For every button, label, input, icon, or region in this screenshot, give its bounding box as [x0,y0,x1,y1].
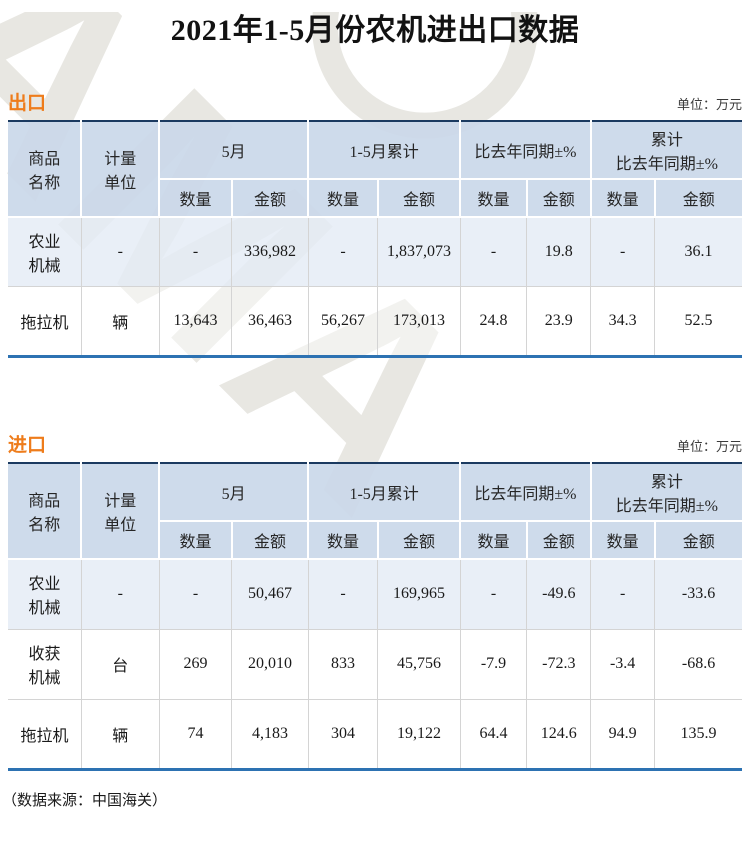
cell-cum-qty: - [308,559,379,629]
cell-yoy-qty: - [460,216,528,287]
cell-may-amt: 36,463 [231,286,309,357]
row-name: 拖拉机 [8,286,82,357]
header-measure-unit: 计量 单位 [80,463,161,560]
header-measure-unit: 计量 单位 [80,120,161,218]
header-qty: 数量 [307,520,379,560]
header-yoy-group: 比去年同期±% [459,463,592,522]
page: 2021年1-5月份农机进出口数据 出口 单位：万元 商品 名称 计量 单位 5… [0,12,750,810]
row-name: 收获 机械 [8,628,82,699]
cell-cumyoy-amt: -68.6 [654,628,742,699]
header-may-group: 5月 [158,120,310,180]
cell-cum-amt: 173,013 [377,286,461,357]
cell-cum-qty: 304 [308,698,379,769]
header-commodity-name: 商品 名称 [8,120,83,218]
cell-cum-amt: 45,756 [377,628,461,699]
header-cumulative-yoy-group: 累计 比去年同期±% [589,463,742,522]
header-may-group: 5月 [158,463,310,522]
cell-cumyoy-qty: - [590,216,656,287]
cell-cum-amt: 19,122 [377,698,461,769]
cell-may-qty: - [159,559,233,629]
header-cumulative-group: 1-5月累计 [307,120,462,180]
cell-cum-amt: 1,837,073 [377,216,461,287]
import-section-head: 进口 单位：万元 [8,430,742,457]
export-unit-label: 单位：万元 [676,96,742,112]
header-amt: 金额 [230,177,310,218]
cell-unit: 台 [81,628,160,699]
table-row: 拖拉机 辆 13,643 36,463 56,267 173,013 24.8 … [8,286,742,357]
header-qty: 数量 [307,177,379,218]
cell-yoy-amt: -72.3 [526,628,592,699]
cell-may-qty: - [159,216,233,287]
cell-may-qty: 13,643 [159,286,233,357]
cell-may-qty: 269 [159,628,233,699]
export-section-label: 出口 [8,92,47,114]
cell-may-amt: 20,010 [231,628,309,699]
cell-yoy-amt: 124.6 [526,698,592,769]
cell-may-qty: 74 [159,698,233,769]
data-source-note: （数据来源：中国海关） [2,792,168,809]
cell-yoy-qty: 24.8 [460,286,528,357]
cell-cumyoy-qty: 94.9 [590,698,656,769]
cell-yoy-amt: -49.6 [526,559,592,629]
cell-yoy-amt: 19.8 [526,216,592,287]
row-name: 农业 机械 [8,559,82,629]
import-unit-label: 单位：万元 [676,439,742,454]
header-amt: 金额 [230,520,310,560]
cell-cumyoy-amt: 135.9 [654,698,742,769]
header-qty: 数量 [459,520,528,560]
cell-cumyoy-qty: 34.3 [590,286,656,357]
cell-may-amt: 4,183 [231,698,309,769]
export-table: 商品 名称 计量 单位 5月 1-5月累计 比去年同期±% 累计 比去年同期±%… [8,119,742,358]
cell-yoy-qty: 64.4 [460,698,528,769]
cell-yoy-amt: 23.9 [526,286,592,357]
header-amt: 金额 [653,520,742,560]
import-section-label: 进口 [8,435,47,456]
cell-unit: 辆 [81,698,160,769]
header-qty: 数量 [589,520,656,560]
cell-unit: - [81,216,160,287]
header-cumulative-group: 1-5月累计 [307,463,462,522]
header-qty: 数量 [459,177,528,218]
header-commodity-name: 商品 名称 [8,463,83,560]
import-section: 进口 单位：万元 商品 名称 计量 单位 5月 1-5月累计 比去年同期±% 累… [8,430,742,771]
row-name: 拖拉机 [8,698,82,769]
header-amt: 金额 [525,177,592,218]
row-name: 农业 机械 [8,216,82,287]
cell-unit: - [81,559,160,629]
cell-may-amt: 336,982 [231,216,309,287]
header-qty: 数量 [159,520,233,560]
cell-cumyoy-qty: - [590,559,656,629]
cell-yoy-qty: - [460,559,528,629]
cell-yoy-qty: -7.9 [460,628,528,699]
table-row: 农业 机械 - - 336,982 - 1,837,073 - 19.8 - 3… [8,216,742,287]
header-amt: 金额 [376,177,462,218]
import-table: 商品 名称 计量 单位 5月 1-5月累计 比去年同期±% 累计 比去年同期±%… [8,462,742,771]
cell-cum-qty: 56,267 [308,286,379,357]
page-title: 2021年1-5月份农机进出口数据 [170,14,580,47]
table-row: 农业 机械 - - 50,467 - 169,965 - -49.6 - -33… [8,559,742,629]
header-cumulative-yoy-group: 累计 比去年同期±% [589,120,742,180]
cell-cumyoy-amt: 36.1 [654,216,742,287]
export-section-head: 出口 单位：万元 [8,88,742,115]
cell-cum-qty: - [308,216,379,287]
table-row: 拖拉机 辆 74 4,183 304 19,122 64.4 124.6 94.… [8,698,742,769]
cell-cum-amt: 169,965 [377,559,461,629]
header-yoy-group: 比去年同期±% [459,120,592,180]
cell-cum-qty: 833 [308,628,379,699]
header-amt: 金额 [525,520,592,560]
cell-cumyoy-amt: 52.5 [654,286,742,357]
cell-cumyoy-qty: -3.4 [590,628,656,699]
cell-unit: 辆 [81,286,160,357]
cell-may-amt: 50,467 [231,559,309,629]
export-section: 出口 单位：万元 商品 名称 计量 单位 5月 1-5月累计 比去年同期±% 累… [8,88,742,358]
table-row: 收获 机械 台 269 20,010 833 45,756 -7.9 -72.3… [8,628,742,699]
header-amt: 金额 [376,520,462,560]
header-qty: 数量 [159,177,233,218]
header-qty: 数量 [589,177,656,218]
header-amt: 金额 [653,177,742,218]
cell-cumyoy-amt: -33.6 [654,559,742,629]
